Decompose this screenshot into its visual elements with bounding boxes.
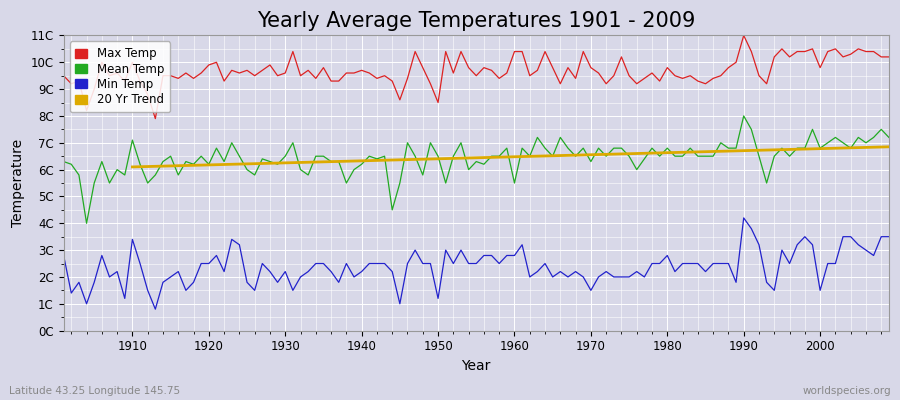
Line: Mean Temp: Mean Temp [64,116,889,223]
Min Temp [341,261,352,266]
Min Temp [509,253,520,258]
Min Temp [295,274,306,279]
Text: worldspecies.org: worldspecies.org [803,386,891,396]
Min Temp [150,307,161,312]
Max Temp [738,33,749,38]
Min Temp [517,242,527,247]
Legend: Max Temp, Mean Temp, Min Temp, 20 Yr Trend: Max Temp, Mean Temp, Min Temp, 20 Yr Tre… [69,41,170,112]
Mean Temp [127,138,138,142]
Max Temp [884,54,895,59]
Y-axis label: Temperature: Temperature [11,139,25,227]
Max Temp [295,73,306,78]
Mean Temp [295,167,306,172]
X-axis label: Year: Year [462,359,491,373]
Line: Max Temp: Max Temp [64,36,889,119]
20 Yr Trend [578,152,589,157]
Mean Temp [58,159,69,164]
Max Temp [341,71,352,76]
20 Yr Trend [302,160,313,165]
Mean Temp [608,146,619,150]
20 Yr Trend [272,161,283,166]
Mean Temp [81,221,92,226]
Line: Min Temp: Min Temp [64,218,889,309]
Min Temp [608,274,619,279]
Mean Temp [884,135,895,140]
Max Temp [120,79,130,84]
20 Yr Trend [884,144,895,149]
Max Temp [509,49,520,54]
Mean Temp [509,181,520,186]
Max Temp [517,49,527,54]
Min Temp [58,253,69,258]
Max Temp [58,73,69,78]
Min Temp [738,216,749,220]
20 Yr Trend [845,146,856,150]
Max Temp [608,73,619,78]
20 Yr Trend [127,164,138,169]
Title: Yearly Average Temperatures 1901 - 2009: Yearly Average Temperatures 1901 - 2009 [257,11,696,31]
Mean Temp [517,146,527,150]
Line: 20 Yr Trend: 20 Yr Trend [132,147,889,167]
20 Yr Trend [823,146,833,151]
Min Temp [884,234,895,239]
Text: Latitude 43.25 Longitude 145.75: Latitude 43.25 Longitude 145.75 [9,386,180,396]
Mean Temp [738,114,749,118]
Max Temp [150,116,161,121]
20 Yr Trend [517,154,527,159]
Mean Temp [341,181,352,186]
Min Temp [120,296,130,301]
